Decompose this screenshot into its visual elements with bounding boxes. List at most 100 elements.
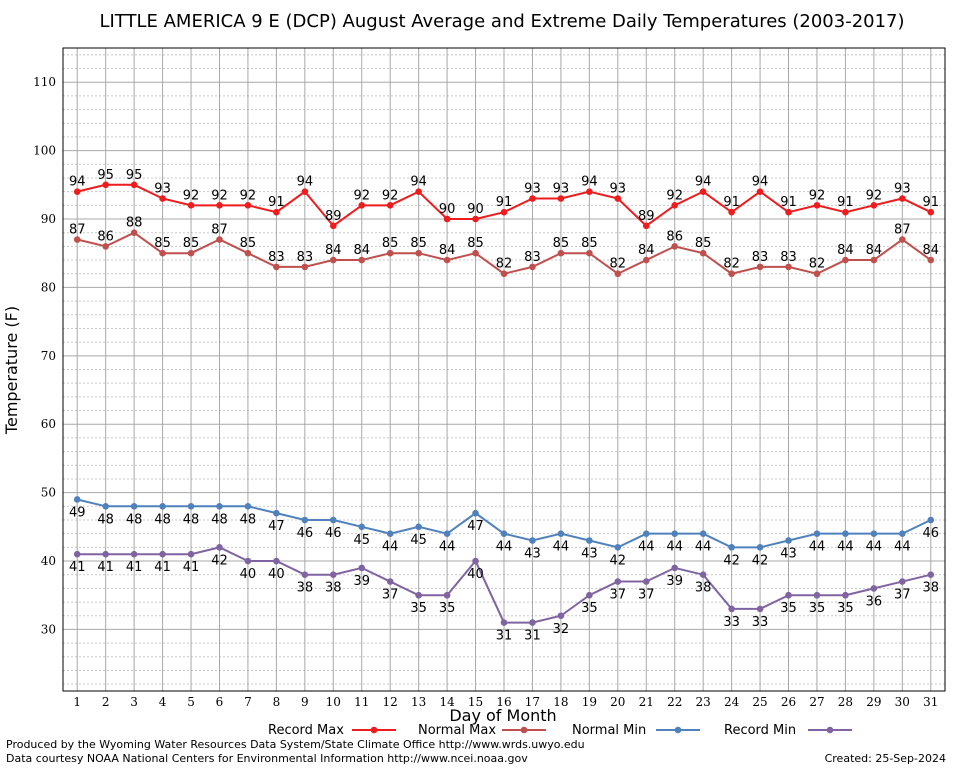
data-label: 35 xyxy=(410,601,427,616)
data-label: 43 xyxy=(780,547,797,562)
data-point xyxy=(358,523,366,531)
data-label: 42 xyxy=(723,553,740,568)
data-point xyxy=(187,550,195,558)
x-tick-label: 31 xyxy=(923,695,938,709)
data-label: 91 xyxy=(923,195,940,210)
data-label: 92 xyxy=(866,188,883,203)
x-tick-label: 10 xyxy=(326,695,341,709)
data-label: 44 xyxy=(695,540,712,555)
data-point xyxy=(73,496,81,503)
data-label: 94 xyxy=(581,175,598,190)
x-tick-label: 15 xyxy=(468,695,483,709)
data-point xyxy=(130,181,138,189)
data-point xyxy=(102,181,109,189)
data-label: 85 xyxy=(154,236,171,251)
data-point xyxy=(386,202,394,209)
data-label: 36 xyxy=(866,594,883,609)
data-label: 40 xyxy=(268,567,285,582)
x-tick-label: 30 xyxy=(895,695,910,709)
data-point xyxy=(586,537,593,544)
data-point xyxy=(699,188,707,195)
legend-marker xyxy=(370,726,378,734)
legend-item: Normal Min xyxy=(572,723,700,738)
data-point xyxy=(785,208,792,216)
data-point xyxy=(557,249,565,257)
x-tick-label: 20 xyxy=(610,695,625,709)
data-point xyxy=(642,256,650,264)
data-point xyxy=(586,188,593,195)
data-point xyxy=(415,591,422,599)
series-normal-max: 87 86 88 85 85 87 85 83 83 84 84 85 85 84 85 82 83 85 85 82… xyxy=(69,216,940,278)
data-point xyxy=(614,544,622,551)
data-label: 41 xyxy=(183,560,200,575)
x-tick-label: 21 xyxy=(639,695,654,709)
data-point xyxy=(329,256,337,264)
series-record-min: 41 41 41 41 41 42 40 40 38 38 39 37 35 35 40 31 31 32 35 37… xyxy=(69,544,939,644)
data-label: 82 xyxy=(723,257,740,272)
data-point xyxy=(813,530,821,537)
data-point xyxy=(386,530,394,537)
data-label: 41 xyxy=(97,560,114,575)
data-point xyxy=(699,249,707,257)
data-point xyxy=(671,530,679,537)
data-point xyxy=(415,249,422,257)
data-point xyxy=(244,503,252,510)
data-point xyxy=(386,578,394,585)
series-record-max: 94 95 95 93 92 92 92 91 94 89 92 92 94 90 90 91 93 93 94 93… xyxy=(69,168,940,230)
data-point xyxy=(699,530,707,537)
data-point xyxy=(500,530,508,537)
data-label: 48 xyxy=(126,512,143,527)
data-label: 94 xyxy=(410,175,427,190)
data-point xyxy=(927,256,935,264)
data-label: 94 xyxy=(69,175,86,190)
data-point xyxy=(472,557,479,565)
data-label: 46 xyxy=(297,526,314,541)
data-label: 38 xyxy=(325,581,342,596)
data-point xyxy=(216,544,223,551)
data-point xyxy=(415,188,422,195)
data-point xyxy=(273,557,280,565)
data-point xyxy=(870,256,878,264)
data-point xyxy=(671,564,679,572)
x-tick-label: 5 xyxy=(187,695,195,709)
data-point xyxy=(529,263,536,271)
data-label: 93 xyxy=(154,181,171,196)
data-label: 44 xyxy=(382,540,399,555)
x-tick-label: 7 xyxy=(244,695,252,709)
data-label: 35 xyxy=(581,601,598,616)
data-label: 82 xyxy=(496,257,513,272)
x-tick-label: 18 xyxy=(553,695,568,709)
data-point xyxy=(301,263,309,271)
data-point xyxy=(728,544,735,551)
data-label: 93 xyxy=(610,181,627,196)
legend-item: Normal Max xyxy=(418,723,546,738)
data-label: 83 xyxy=(752,250,769,265)
data-label: 48 xyxy=(211,512,228,527)
data-point xyxy=(642,530,650,537)
data-label: 37 xyxy=(638,588,655,603)
data-label: 40 xyxy=(467,567,484,582)
data-label: 37 xyxy=(610,588,627,603)
data-label: 35 xyxy=(439,601,456,616)
data-label: 44 xyxy=(439,540,456,555)
data-label: 91 xyxy=(723,195,740,210)
data-point xyxy=(614,270,622,278)
data-point xyxy=(415,523,422,531)
data-label: 85 xyxy=(183,236,200,251)
data-point xyxy=(187,503,195,510)
data-point xyxy=(159,550,166,558)
data-label: 82 xyxy=(809,257,826,272)
data-point xyxy=(472,215,479,223)
data-point xyxy=(472,509,479,517)
data-label: 84 xyxy=(923,243,940,258)
data-point xyxy=(301,571,309,579)
data-point xyxy=(756,188,764,195)
data-label: 44 xyxy=(809,540,826,555)
x-tick-label: 4 xyxy=(159,695,167,709)
data-point xyxy=(699,571,707,579)
data-label: 42 xyxy=(752,553,769,568)
data-point xyxy=(329,516,337,524)
y-tick-label: 110 xyxy=(33,75,56,89)
data-point xyxy=(614,578,622,585)
